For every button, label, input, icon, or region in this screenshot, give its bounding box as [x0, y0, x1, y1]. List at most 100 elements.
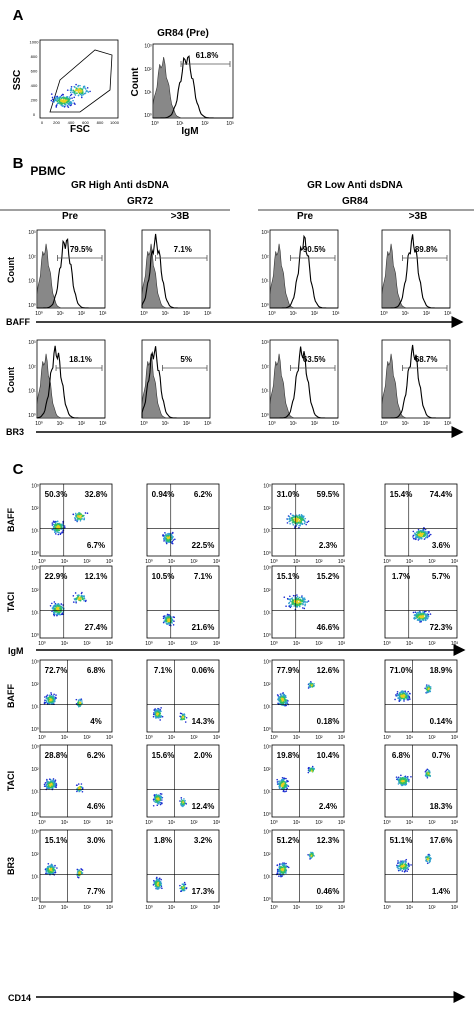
- event-dot: [54, 97, 57, 99]
- event-dot: [419, 533, 422, 536]
- event-dot: [55, 524, 58, 527]
- marker-label: TACI: [6, 592, 16, 612]
- event-dot: [53, 607, 56, 610]
- quadrant-percent: 18.9%: [430, 666, 453, 675]
- event-dot: [80, 514, 83, 517]
- event-dot: [182, 718, 185, 720]
- event-dot: [80, 516, 82, 519]
- event-dot: [285, 699, 287, 702]
- event-dot: [80, 783, 83, 785]
- event-dot: [52, 608, 54, 610]
- isotype-histogram: [152, 57, 233, 119]
- event-dot: [172, 539, 175, 541]
- x-tick-label: 10¹: [293, 559, 301, 565]
- event-dot: [74, 519, 77, 521]
- y-tick-label: 10²: [263, 682, 271, 688]
- x-tick-label: 10⁰: [35, 421, 43, 427]
- event-dot: [75, 698, 78, 701]
- x-tick-label: 10¹: [293, 641, 301, 647]
- y-axis-label: Count: [6, 367, 16, 393]
- event-dot: [53, 611, 55, 613]
- event-dot: [422, 618, 425, 620]
- event-dot: [416, 613, 418, 615]
- event-dot: [405, 864, 407, 867]
- plot-frame: [146, 829, 220, 903]
- event-dot: [278, 780, 280, 783]
- event-dot: [292, 599, 294, 601]
- event-dot: [298, 605, 301, 608]
- event-dot: [298, 515, 301, 518]
- event-dot: [281, 699, 284, 701]
- event-dot: [426, 862, 429, 865]
- plot-frame: [146, 565, 220, 639]
- event-dot: [46, 869, 48, 871]
- event-dot: [164, 620, 167, 623]
- quadrant-percent: 6.8%: [87, 666, 105, 675]
- event-dot: [296, 595, 299, 598]
- x-tick-label: 10²: [428, 559, 436, 565]
- gate-percent: 89.8%: [415, 245, 438, 254]
- quadrant-percent: 15.6%: [152, 751, 175, 760]
- x-tick-label: 10¹: [293, 735, 301, 741]
- event-dot: [414, 617, 416, 620]
- x-tick-label: 10³: [106, 559, 114, 565]
- event-dot: [427, 772, 430, 775]
- event-dot: [283, 780, 286, 783]
- event-dot: [398, 867, 400, 870]
- event-dot: [399, 699, 402, 702]
- event-dot: [55, 784, 58, 787]
- event-dot: [68, 102, 71, 104]
- event-dot: [168, 616, 170, 618]
- event-dot: [279, 872, 282, 875]
- event-dot: [278, 875, 280, 878]
- event-dot: [78, 704, 81, 707]
- event-dot: [300, 520, 302, 523]
- event-dot: [162, 615, 165, 618]
- event-dot: [158, 710, 161, 712]
- event-dot: [70, 104, 73, 106]
- event-dot: [164, 617, 167, 619]
- event-dot: [54, 696, 57, 699]
- x-tick-label: 10²: [428, 735, 436, 741]
- quadrant-percent: 7.1%: [154, 666, 172, 675]
- event-dot: [56, 531, 58, 533]
- event-dot: [43, 701, 46, 704]
- quadrant-percent: 77.9%: [277, 666, 300, 675]
- y-tick-label: 10¹: [28, 389, 36, 395]
- quadrant-percent: 2.0%: [194, 751, 212, 760]
- event-dot: [76, 868, 79, 871]
- stain-histogram: [141, 346, 210, 419]
- event-dot: [280, 875, 282, 878]
- y-tick-label: 10²: [28, 254, 36, 260]
- event-dot: [283, 866, 286, 868]
- event-dot: [52, 520, 55, 523]
- event-dot: [86, 90, 89, 92]
- event-dot: [283, 786, 286, 788]
- event-dot: [395, 776, 398, 778]
- event-dot: [303, 598, 305, 601]
- event-dot: [169, 541, 171, 543]
- event-dot: [159, 802, 162, 804]
- event-dot: [399, 692, 402, 695]
- event-dot: [152, 715, 155, 718]
- event-dot: [399, 781, 401, 784]
- x-tick-label: 10¹: [402, 421, 410, 427]
- x-tick-label: 10¹: [168, 820, 176, 826]
- x-tick-label: 10⁰: [383, 559, 391, 565]
- event-dot: [44, 696, 46, 698]
- event-dot: [403, 698, 406, 700]
- x-tick-label: 10⁰: [140, 311, 148, 317]
- event-dot: [171, 622, 173, 624]
- event-dot: [294, 516, 296, 518]
- event-dot: [76, 88, 78, 90]
- x-tick-label: 10⁰: [380, 311, 388, 317]
- event-dot: [61, 531, 63, 533]
- plot-frame: [384, 829, 458, 903]
- x-tick-label: 10²: [190, 735, 198, 741]
- event-dot: [309, 683, 312, 685]
- event-dot: [282, 869, 284, 871]
- event-dot: [158, 801, 160, 803]
- event-dot: [184, 883, 187, 886]
- event-dot: [157, 881, 160, 884]
- quadrant-percent: 6.8%: [392, 751, 410, 760]
